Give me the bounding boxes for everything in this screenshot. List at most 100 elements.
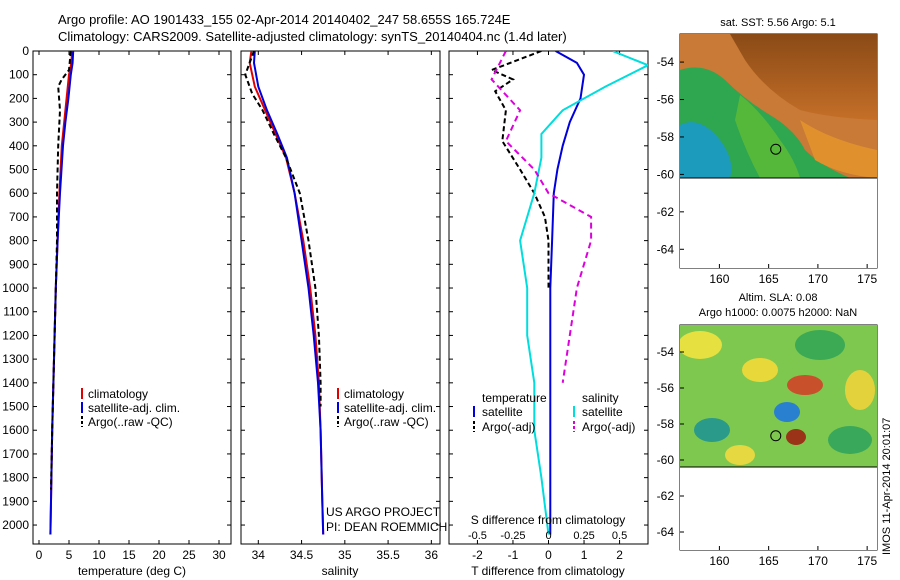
x-tick-label: 35	[338, 548, 352, 562]
s-tick-label: -0.5	[468, 530, 487, 542]
sla-red-blob	[786, 429, 806, 445]
x-tick-label: 10	[92, 548, 106, 562]
y-tick-label: 1800	[2, 471, 29, 485]
x-tick-label: 34.5	[290, 548, 314, 562]
x-tick-label: 2	[616, 548, 623, 562]
sla-teal-blob	[694, 418, 730, 442]
figure-title-line1: Argo profile: AO 1901433_155 02-Apr-2014…	[58, 12, 511, 27]
legend-label: climatology	[88, 387, 148, 401]
difference-series	[488, 51, 648, 535]
temperature-axes-box	[32, 50, 232, 545]
map-x-tick-label: 160	[709, 554, 729, 568]
sla-yellow-blob	[742, 358, 778, 382]
series-line-argo-raw-qc-	[244, 51, 322, 407]
salinity-series	[244, 51, 325, 535]
x-tick-label: 5	[66, 548, 73, 562]
map-y-tick-label: -60	[657, 453, 675, 467]
map-y-tick-label: -58	[657, 130, 675, 144]
sla-blue-blob	[774, 402, 800, 422]
temperature-series	[49, 51, 75, 535]
map-x-tick-label: 175	[857, 272, 877, 286]
map-y-tick-label: -64	[657, 525, 675, 539]
sla-orange-blob	[787, 375, 823, 395]
series-line-satellite-adj-clim-	[252, 51, 325, 535]
y-tick-label: 200	[9, 91, 29, 105]
s-tick-label: -0.25	[500, 530, 525, 542]
legend-title: salinity	[582, 391, 619, 405]
y-tick-label: 1700	[2, 447, 29, 461]
map-y-tick-label: -56	[657, 381, 675, 395]
map-y-tick-label: -54	[657, 345, 675, 359]
y-tick-label: 400	[9, 139, 29, 153]
legend-label: Argo(..raw -QC)	[344, 415, 429, 429]
map-y-tick-label: -54	[657, 55, 675, 69]
sla-yellow-blob	[680, 331, 722, 359]
sla-float-marker	[770, 430, 782, 442]
map-x-tick-label: 160	[709, 272, 729, 286]
s-tick-label: 0.25	[573, 530, 594, 542]
y-tick-label: 700	[9, 210, 29, 224]
x-tick-label: 0	[36, 548, 43, 562]
map-x-tick-label: 170	[808, 272, 828, 286]
y-tick-label: 1500	[2, 400, 29, 414]
x-tick-label: 1	[581, 548, 588, 562]
imos-timestamp: IMOS 11-Apr-2014 20:01:07	[881, 418, 893, 555]
temperature-panel: 0 5 10 15 20 25 300100200300400500600700800900…	[2, 44, 232, 578]
map-x-tick-label: 175	[857, 554, 877, 568]
series-line-argo-raw-qc-	[50, 51, 72, 490]
sst-float-marker	[770, 143, 782, 155]
map-y-tick-label: -60	[657, 167, 675, 181]
map-y-tick-label: -62	[657, 205, 675, 219]
map-x-tick-label: 165	[759, 272, 779, 286]
legend-label: Argo(-adj)	[482, 420, 535, 434]
legend-title: temperature	[482, 391, 547, 405]
s-difference-label: S difference from climatology	[471, 513, 626, 527]
sla-yellow-blob	[845, 370, 875, 410]
salinity-xlabel: salinity	[322, 564, 359, 578]
legend-label: climatology	[344, 387, 404, 401]
sst-cold-patch	[680, 122, 732, 178]
x-tick-label: 15	[122, 548, 136, 562]
map-y-tick-label: -58	[657, 417, 675, 431]
sst-map-panel: sat. SST: 5.56 Argo: 5.1 160 165 170 175 -54…	[657, 17, 878, 286]
map-x-tick-label: 165	[759, 554, 779, 568]
x-tick-label: 34	[252, 548, 266, 562]
series-line-satellite	[519, 51, 648, 535]
difference-axes-box	[448, 50, 649, 545]
y-tick-label: 1300	[2, 352, 29, 366]
sst-green-patch	[735, 95, 800, 178]
y-tick-label: 1000	[2, 281, 29, 295]
y-tick-label: 1900	[2, 494, 29, 508]
sst-map-field	[680, 34, 877, 268]
sst-orange-band	[800, 120, 877, 178]
y-tick-label: 600	[9, 186, 29, 200]
series-line-satellite	[549, 51, 586, 535]
sla-map-title-line2: Argo h1000: 0.0075 h2000: NaN	[699, 307, 857, 319]
x-tick-label: -2	[472, 548, 483, 562]
sla-green-blob	[828, 426, 872, 454]
legend-label: satellite-adj. clim.	[344, 401, 436, 415]
salinity-ticks: 34 34.5 35 35.5 36	[241, 50, 440, 562]
sla-yellow-blob	[725, 445, 755, 465]
s-tick-label: 0.5	[612, 530, 627, 542]
series-line-argo-adj-	[488, 51, 550, 288]
legend-label: Argo(-adj)	[582, 420, 635, 434]
y-tick-label: 800	[9, 234, 29, 248]
legend-label: Argo(..raw -QC)	[88, 415, 173, 429]
map-y-tick-label: -62	[657, 489, 675, 503]
sla-map-ticks: 160 165 170 175 -54 -56 -58 -60 -62 -64	[657, 345, 878, 568]
map-x-tick-label: 170	[808, 554, 828, 568]
difference-panel: -2 -1 0 1 2 S difference from climatology -0…	[448, 50, 649, 578]
sst-map-ticks: 160 165 170 175 -54 -56 -58 -60 -62 -64	[657, 55, 878, 286]
sst-map-title: sat. SST: 5.56 Argo: 5.1	[720, 17, 836, 29]
x-tick-label: 36	[425, 548, 439, 562]
y-tick-label: 100	[9, 68, 29, 82]
legend-label: satellite	[582, 405, 623, 419]
y-tick-label: 1200	[2, 328, 29, 342]
y-tick-label: 2000	[2, 518, 29, 532]
x-tick-label: 25	[182, 548, 196, 562]
difference-ticks: -2 -1 0 1 2	[449, 50, 648, 562]
difference-legend: temperaturesatelliteArgo(-adj)salinitysa…	[473, 391, 635, 434]
sst-no-data-area	[680, 178, 877, 268]
